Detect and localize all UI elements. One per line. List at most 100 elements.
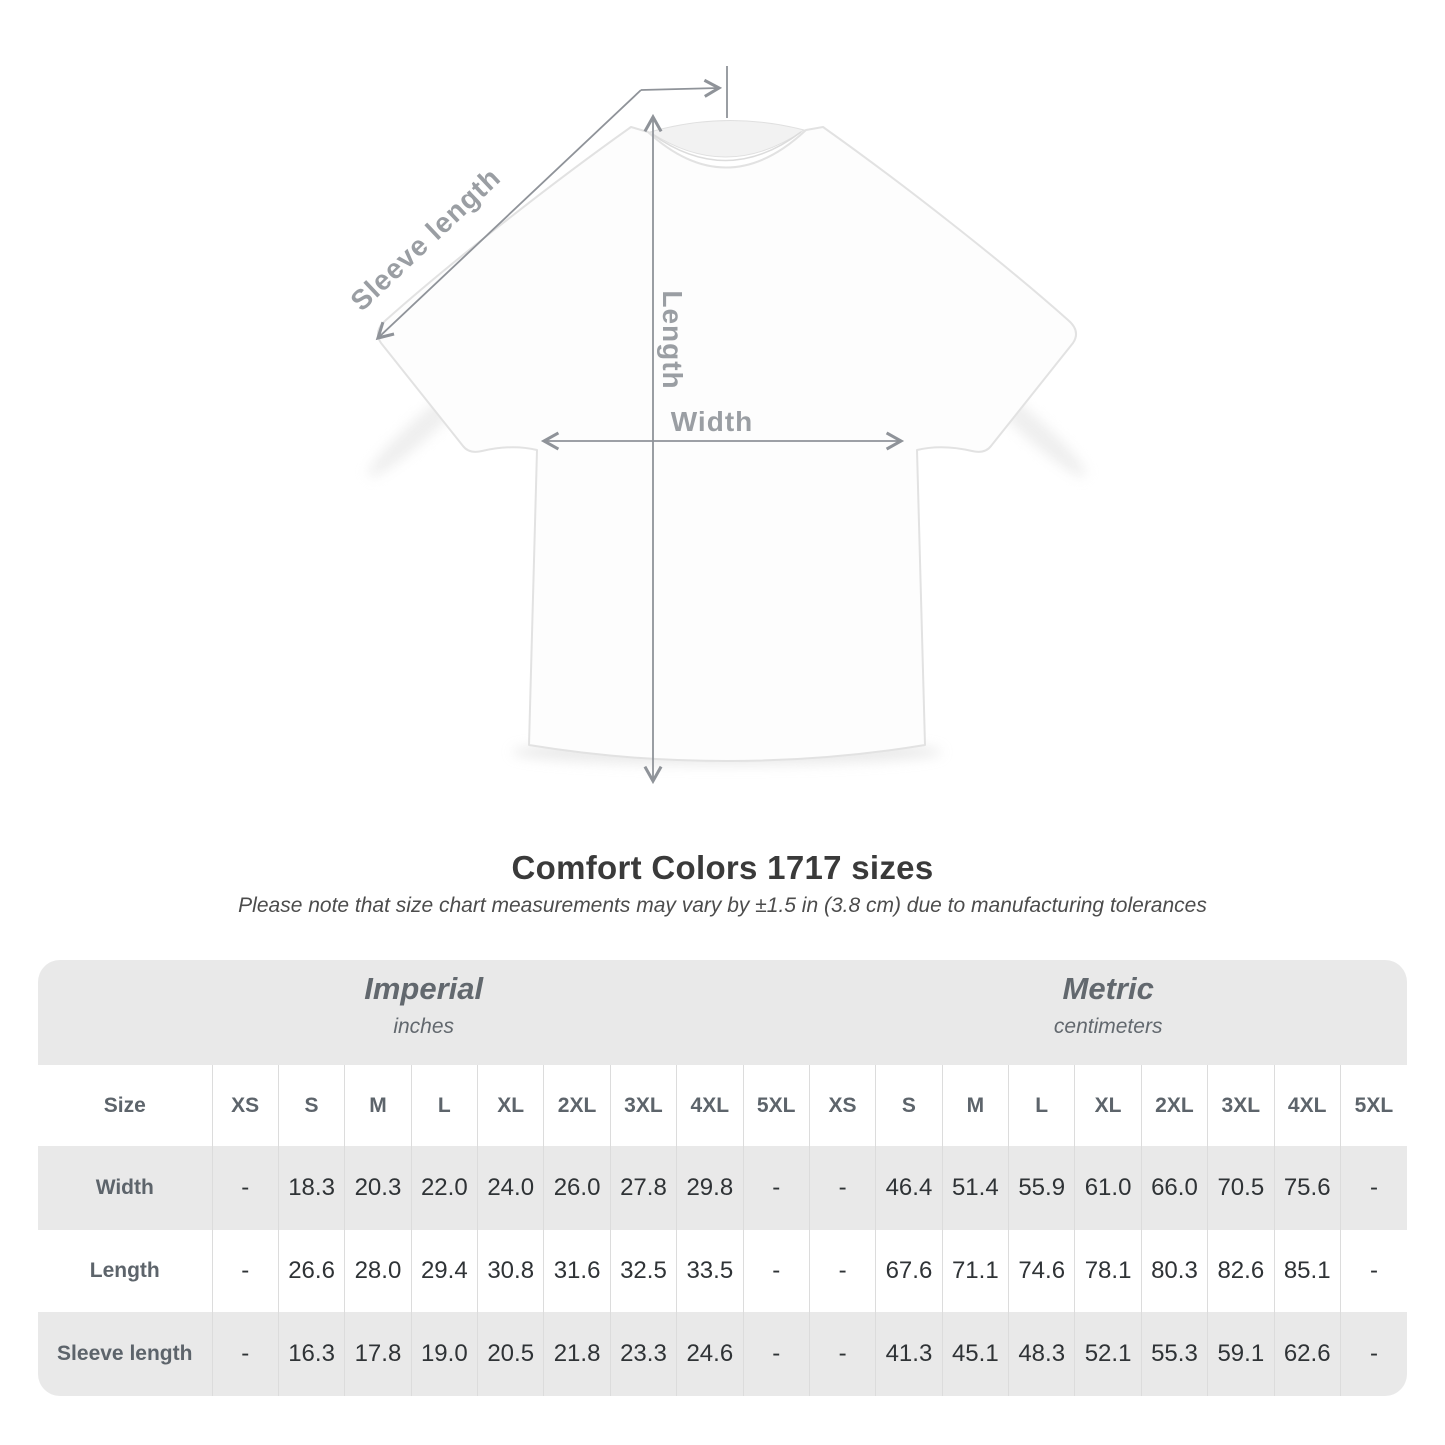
size-column-header: M bbox=[941, 1065, 1009, 1146]
measurement-cell: 45.1 bbox=[941, 1312, 1009, 1396]
measurement-annotations bbox=[375, 66, 905, 785]
size-column-header: XL bbox=[1074, 1065, 1142, 1146]
sleeve-length-extension-arrow bbox=[640, 78, 723, 98]
length-label: Length bbox=[657, 290, 688, 389]
measurement-cell: 20.3 bbox=[344, 1146, 412, 1230]
measurement-cell: 20.5 bbox=[476, 1312, 544, 1396]
size-column-header: 3XL bbox=[1207, 1065, 1274, 1146]
size-column-header: S bbox=[875, 1065, 943, 1146]
page-title: Comfort Colors 1717 sizes bbox=[511, 849, 934, 886]
measurement-cell: 51.4 bbox=[941, 1146, 1009, 1230]
size-column-header: 4XL bbox=[1273, 1065, 1341, 1146]
measurement-cell: - bbox=[808, 1312, 876, 1396]
measurement-cell: 67.6 bbox=[875, 1230, 943, 1312]
measurement-cell: 52.1 bbox=[1074, 1312, 1142, 1396]
measurement-cell: 23.3 bbox=[609, 1312, 677, 1396]
size-column-header: XS bbox=[211, 1065, 279, 1146]
measurement-cell: - bbox=[742, 1312, 810, 1396]
size-column-header: 2XL bbox=[543, 1065, 611, 1146]
measurement-cell: - bbox=[211, 1146, 279, 1230]
measurement-cell: 26.6 bbox=[277, 1230, 345, 1312]
size-column-header: L bbox=[410, 1065, 478, 1146]
length-row: Length -26.6 28.0 29.4 30.8 31.6 32.5 33.5- -67… bbox=[38, 1230, 1407, 1312]
sleeve-length-arrow bbox=[375, 89, 642, 341]
measurement-cell: 82.6 bbox=[1207, 1230, 1274, 1312]
measurement-cell: 30.8 bbox=[476, 1230, 544, 1312]
measurement-cell: 46.4 bbox=[875, 1146, 943, 1230]
measurement-cell: 22.0 bbox=[410, 1146, 478, 1230]
size-column-header: M bbox=[344, 1065, 412, 1146]
measurement-cell: - bbox=[808, 1146, 876, 1230]
measurement-cell: 55.9 bbox=[1007, 1146, 1075, 1230]
measurement-cell: 31.6 bbox=[543, 1230, 611, 1312]
group-imperial-label: Imperial bbox=[364, 971, 484, 1006]
measurement-cell: 16.3 bbox=[277, 1312, 345, 1396]
size-corner-header: Size bbox=[103, 1093, 146, 1117]
measurement-cell: 26.0 bbox=[543, 1146, 611, 1230]
measurement-cell: - bbox=[808, 1230, 876, 1312]
measurement-cell: 18.3 bbox=[277, 1146, 345, 1230]
size-column-header: S bbox=[277, 1065, 345, 1146]
tshirt-body bbox=[376, 126, 1078, 762]
size-column-header: XL bbox=[476, 1065, 544, 1146]
measurement-cell: 17.8 bbox=[344, 1312, 412, 1396]
group-metric-label: Metric bbox=[1062, 971, 1154, 1006]
measurement-cell: 33.5 bbox=[676, 1230, 743, 1312]
size-column-header: L bbox=[1007, 1065, 1075, 1146]
measurement-cell: - bbox=[211, 1312, 279, 1396]
group-imperial-unit: inches bbox=[393, 1015, 455, 1038]
tolerance-note: Please note that size chart measurements… bbox=[238, 894, 1207, 917]
measurement-cell: 32.5 bbox=[609, 1230, 677, 1312]
measurement-cell: 24.0 bbox=[476, 1146, 544, 1230]
size-header-row: Size XS S M L XL 2XL 3XL 4XL 5XL XS S M L XL 2XL 3XL 4XL… bbox=[38, 1065, 1407, 1146]
measurement-cell: - bbox=[742, 1146, 810, 1230]
sleeve-length-row: Sleeve length -16.3 17.8 19.0 20.5 21.8 23.3 2… bbox=[38, 1312, 1407, 1396]
measurement-cell: - bbox=[211, 1230, 279, 1312]
measurement-cell: 59.1 bbox=[1207, 1312, 1274, 1396]
group-header-row: Imperial inches Metric centimeters bbox=[38, 960, 1407, 1065]
size-table: Imperial inches Metric centimeters Size … bbox=[38, 960, 1407, 1396]
width-label: Width bbox=[671, 406, 754, 437]
row-label: Length bbox=[89, 1259, 160, 1282]
width-row: Width -18.3 20.3 22.0 24.0 26.0 27.8 29.8- -46.… bbox=[38, 1146, 1407, 1230]
size-column-header: XS bbox=[808, 1065, 876, 1146]
size-column-header: 2XL bbox=[1140, 1065, 1208, 1146]
measurement-cell: 27.8 bbox=[609, 1146, 677, 1230]
measurement-cell: 29.8 bbox=[676, 1146, 743, 1230]
measurement-cell: - bbox=[742, 1230, 810, 1312]
measurement-cell: 48.3 bbox=[1007, 1312, 1075, 1396]
measurement-cell: 85.1 bbox=[1273, 1230, 1341, 1312]
measurement-cell: - bbox=[1339, 1312, 1407, 1396]
measurement-cell: - bbox=[1339, 1146, 1407, 1230]
size-column-header: 5XL bbox=[742, 1065, 810, 1146]
measurement-cell: 41.3 bbox=[875, 1312, 943, 1396]
tshirt-collar-band bbox=[651, 131, 802, 162]
measurement-cell: 24.6 bbox=[676, 1312, 743, 1396]
measurement-cell: 75.6 bbox=[1273, 1146, 1341, 1230]
measurement-cell: 66.0 bbox=[1140, 1146, 1208, 1230]
size-table-grid: Imperial inches Metric centimeters Size … bbox=[38, 960, 1407, 1396]
size-column-header: 5XL bbox=[1339, 1065, 1407, 1146]
size-column-header: 4XL bbox=[676, 1065, 743, 1146]
measurement-cell: 80.3 bbox=[1140, 1230, 1208, 1312]
column-group-imperial: Imperial inches bbox=[38, 960, 810, 1065]
measurement-cell: 78.1 bbox=[1074, 1230, 1142, 1312]
measurement-cell: 74.6 bbox=[1007, 1230, 1075, 1312]
tshirt-collar-opening bbox=[648, 119, 806, 158]
measurement-cell: 28.0 bbox=[344, 1230, 412, 1312]
size-column-header: 3XL bbox=[609, 1065, 677, 1146]
row-label: Width bbox=[95, 1176, 154, 1199]
measurement-cell: - bbox=[1339, 1230, 1407, 1312]
measurement-cell: 29.4 bbox=[410, 1230, 478, 1312]
tshirt-measurement-diagram: Sleeve length Length Width bbox=[344, 66, 1087, 785]
measurement-cell: 19.0 bbox=[410, 1312, 478, 1396]
tshirt-image bbox=[367, 119, 1087, 765]
measurement-cell: 61.0 bbox=[1074, 1146, 1142, 1230]
measurement-cell: 21.8 bbox=[543, 1312, 611, 1396]
column-group-metric: Metric centimeters bbox=[809, 960, 1407, 1065]
row-label: Sleeve length bbox=[57, 1342, 193, 1365]
measurement-cell: 70.5 bbox=[1207, 1146, 1274, 1230]
group-metric-unit: centimeters bbox=[1053, 1015, 1163, 1038]
measurement-cell: 71.1 bbox=[941, 1230, 1009, 1312]
